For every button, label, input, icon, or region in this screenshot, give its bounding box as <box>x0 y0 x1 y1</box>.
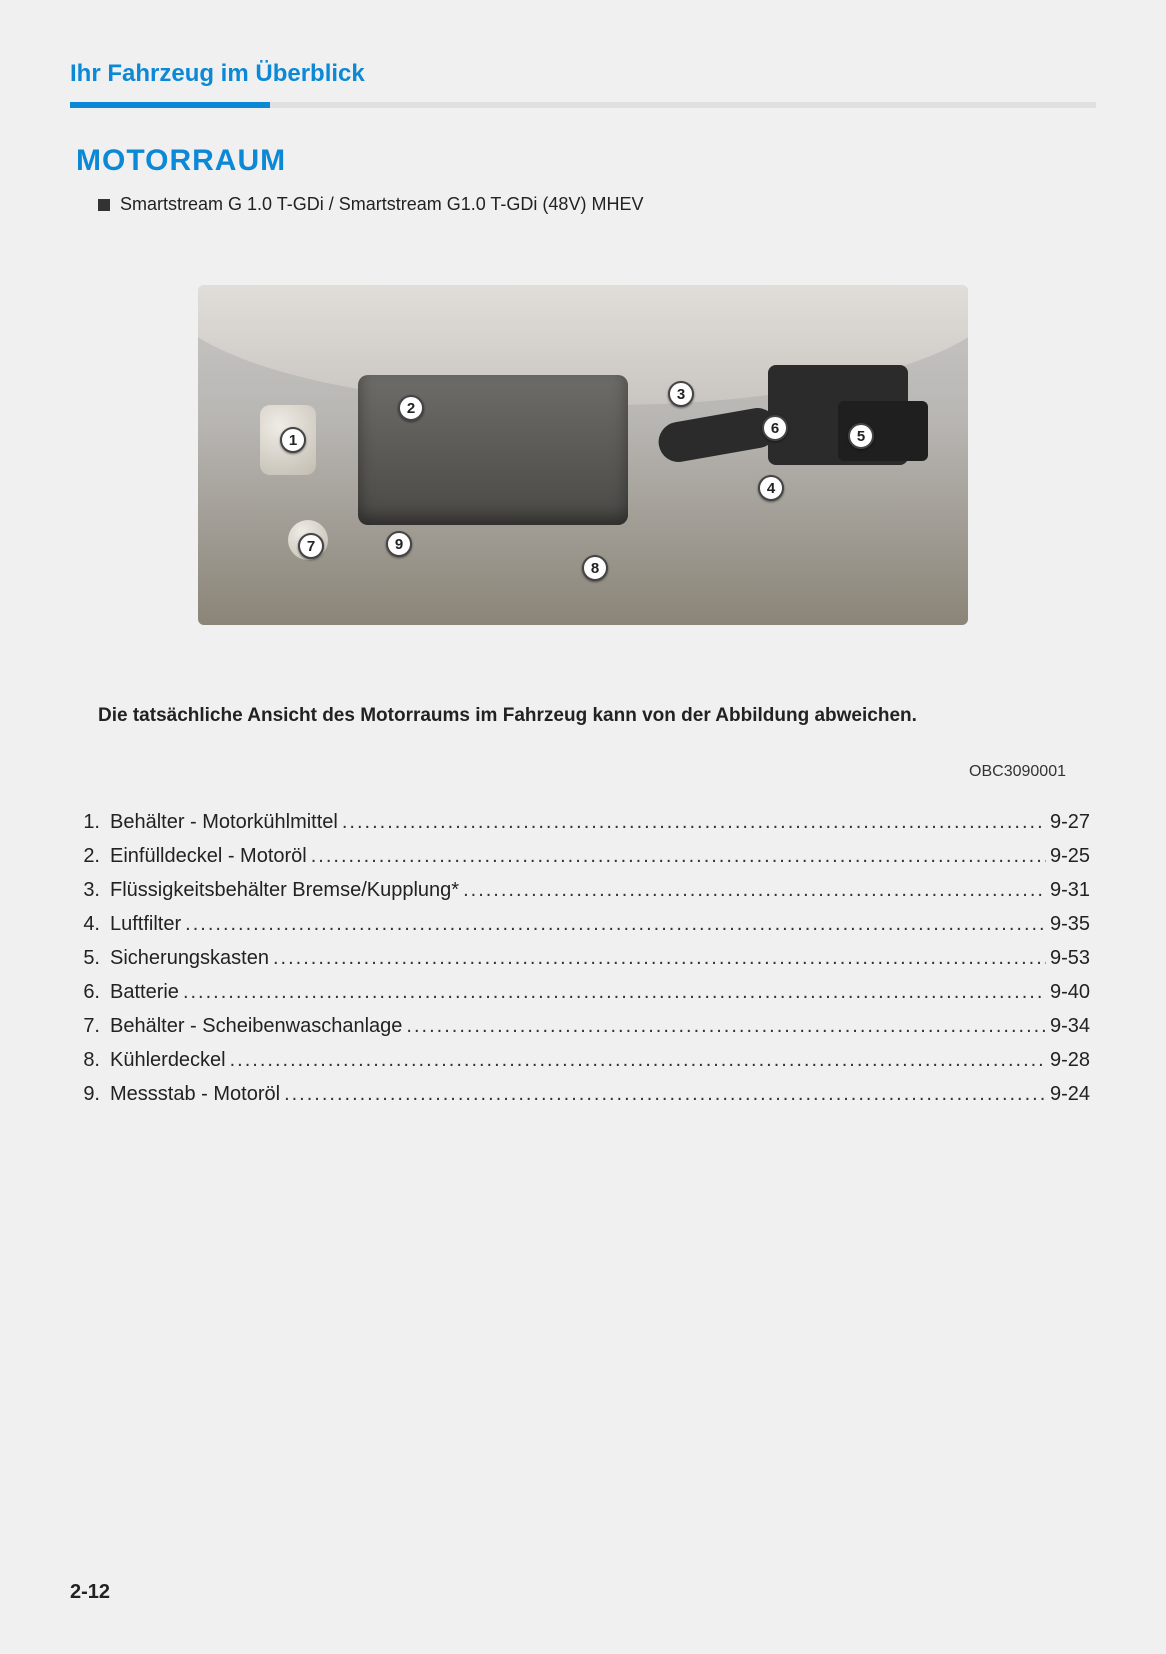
engine-variant-line: Smartstream G 1.0 T-GDi / Smartstream G1… <box>98 194 1096 215</box>
item-number: 1. <box>76 805 102 839</box>
item-label: Luftfilter <box>110 907 185 941</box>
item-page: 9-40 <box>1046 975 1090 1009</box>
leader-dots <box>230 1043 1046 1077</box>
leader-dots <box>284 1077 1046 1111</box>
callout-marker-3: 3 <box>668 381 694 407</box>
list-item: 8. Kühlerdeckel 9-28 <box>76 1043 1090 1077</box>
callout-marker-5: 5 <box>848 423 874 449</box>
item-page: 9-24 <box>1046 1077 1090 1111</box>
item-number: 5. <box>76 941 102 975</box>
item-label: Behälter - Scheibenwaschanlage <box>110 1009 406 1043</box>
list-item: 3. Flüssigkeitsbehälter Bremse/Kupplung*… <box>76 873 1090 907</box>
callout-marker-7: 7 <box>298 533 324 559</box>
item-label: Batterie <box>110 975 183 1009</box>
callout-marker-4: 4 <box>758 475 784 501</box>
square-bullet-icon <box>98 199 110 211</box>
callout-marker-2: 2 <box>398 395 424 421</box>
chapter-title: Ihr Fahrzeug im Überblick <box>70 60 1096 94</box>
list-item: 5. Sicherungskasten 9-53 <box>76 941 1090 975</box>
list-item: 2. Einfülldeckel - Motoröl 9-25 <box>76 839 1090 873</box>
list-item: 9. Messstab - Motoröl 9-24 <box>76 1077 1090 1111</box>
item-page: 9-27 <box>1046 805 1090 839</box>
item-page: 9-35 <box>1046 907 1090 941</box>
item-number: 4. <box>76 907 102 941</box>
list-item: 7. Behälter - Scheibenwaschanlage 9-34 <box>76 1009 1090 1043</box>
callout-marker-8: 8 <box>582 555 608 581</box>
leader-dots <box>273 941 1046 975</box>
list-item: 4. Luftfilter 9-35 <box>76 907 1090 941</box>
item-number: 6. <box>76 975 102 1009</box>
callout-marker-6: 6 <box>762 415 788 441</box>
item-label: Kühlerdeckel <box>110 1043 230 1077</box>
item-number: 9. <box>76 1077 102 1111</box>
intake-duct-shape <box>655 405 780 465</box>
item-page: 9-53 <box>1046 941 1090 975</box>
figure-code: OBC3090001 <box>70 763 1066 781</box>
leader-dots <box>185 907 1046 941</box>
title-rule <box>70 102 1096 108</box>
item-label: Flüssigkeitsbehälter Bremse/Kupplung* <box>110 873 463 907</box>
leader-dots <box>342 805 1046 839</box>
figure-note: Die tatsächliche Ansicht des Motorraums … <box>98 705 1068 727</box>
section-title: MOTORRAUM <box>76 144 1096 178</box>
item-page: 9-25 <box>1046 839 1090 873</box>
parts-index-list: 1. Behälter - Motorkühlmittel9-272. Einf… <box>70 805 1096 1111</box>
item-page: 9-28 <box>1046 1043 1090 1077</box>
callout-marker-9: 9 <box>386 531 412 557</box>
item-page: 9-31 <box>1046 873 1090 907</box>
page-number: 2-12 <box>70 1581 110 1604</box>
item-number: 8. <box>76 1043 102 1077</box>
engine-block-shape <box>358 375 628 525</box>
engine-compartment-figure: 1 2 3 4 5 6 7 8 9 <box>198 285 968 625</box>
item-number: 2. <box>76 839 102 873</box>
engine-variant-text: Smartstream G 1.0 T-GDi / Smartstream G1… <box>120 194 643 215</box>
leader-dots <box>406 1009 1046 1043</box>
list-item: 1. Behälter - Motorkühlmittel 9-27 <box>76 805 1090 839</box>
leader-dots <box>311 839 1046 873</box>
item-number: 3. <box>76 873 102 907</box>
item-number: 7. <box>76 1009 102 1043</box>
item-page: 9-34 <box>1046 1009 1090 1043</box>
list-item: 6. Batterie 9-40 <box>76 975 1090 1009</box>
leader-dots <box>183 975 1046 1009</box>
item-label: Sicherungskasten <box>110 941 273 975</box>
item-label: Einfülldeckel - Motoröl <box>110 839 311 873</box>
leader-dots <box>463 873 1046 907</box>
callout-marker-1: 1 <box>280 427 306 453</box>
item-label: Behälter - Motorkühlmittel <box>110 805 342 839</box>
item-label: Messstab - Motoröl <box>110 1077 284 1111</box>
